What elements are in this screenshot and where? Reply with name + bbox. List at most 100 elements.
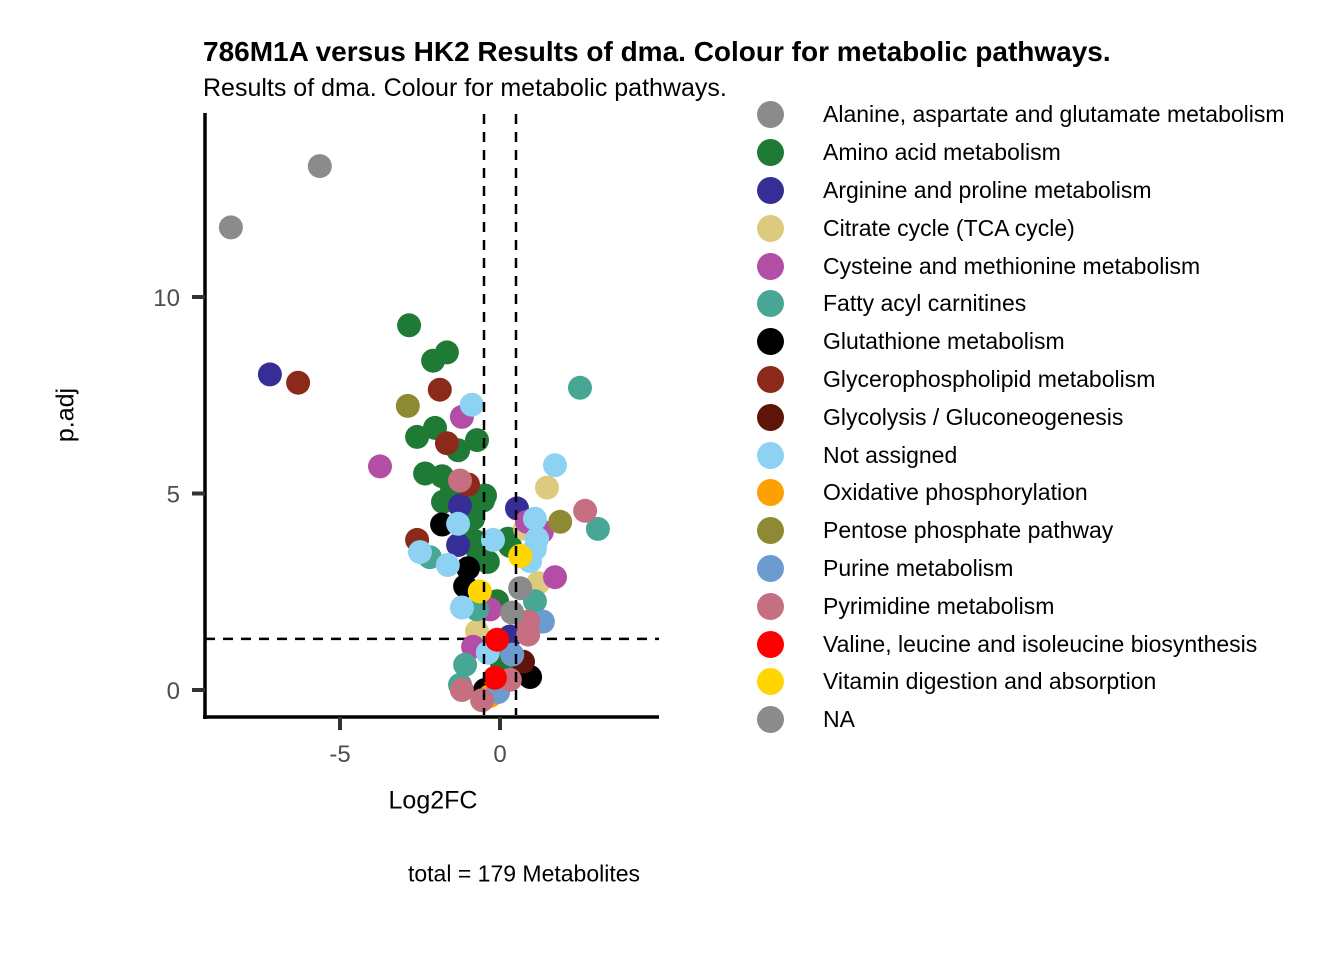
data-point [448,493,472,518]
legend-item: Oxidative phosphorylation [757,474,1285,512]
legend-color-dot [757,176,784,204]
legend-item-label: Not assigned [823,441,958,468]
data-point [508,576,533,601]
data-point [307,154,332,179]
legend-item-label: Valine, leucine and isoleucine biosynthe… [823,630,1258,657]
x-tick-label: 0 [493,741,506,768]
data-point [482,665,507,690]
data-point [481,527,505,552]
legend-item: Pyrimidine metabolism [757,587,1285,625]
legend-color-dot [757,403,784,431]
data-point [467,579,492,604]
legend-color-dot [757,517,784,545]
chart-title: 786M1A versus HK2 Results of dma. Colour… [203,36,1111,67]
data-point [543,453,567,478]
data-point [434,431,459,456]
data-point [448,468,472,493]
data-point [397,313,422,338]
data-point [446,511,471,536]
legend-color-dot [757,290,784,318]
data-point [435,553,460,577]
legend-item-label: Fatty acyl carnitines [823,290,1027,317]
y-tick-label: 10 [153,285,180,312]
legend-color-dot [757,668,784,696]
legend-item-label: Glutathione metabolism [823,328,1065,355]
data-point [449,595,474,620]
legend-item: Purine metabolism [757,550,1285,588]
data-point [257,362,282,387]
data-point [516,622,541,647]
data-point [470,688,495,713]
legend-item: Alanine, aspartate and glutamate metabol… [757,96,1285,134]
legend-item: Vitamin digestion and absorption [757,663,1285,701]
data-points [218,154,610,713]
legend-item-label: NA [823,706,855,733]
data-point [535,475,559,500]
legend-item: Valine, leucine and isoleucine biosynthe… [757,625,1285,663]
legend-color-dot [757,630,784,658]
data-point [286,370,311,395]
y-axis-title: p.adj [51,387,80,443]
legend-item: Glutathione metabolism [757,323,1285,361]
legend-item-label: Alanine, aspartate and glutamate metabol… [823,101,1285,128]
x-axis-title: Log2FC [388,786,478,815]
data-point [543,565,567,590]
volcano-plot: 0 5 10 -5 0 [153,113,659,768]
data-point [395,393,420,418]
data-point [427,377,452,402]
legend-item: Fatty acyl carnitines [757,285,1285,323]
legend-item-label: Purine metabolism [823,554,1014,581]
data-point [465,428,489,453]
data-point [405,424,430,449]
data-point [568,375,592,400]
y-tick-label: 5 [167,482,180,509]
data-point [446,533,471,557]
legend-color-dot [757,441,784,469]
legend-color-dot [757,101,784,129]
legend-item: Pentose phosphate pathway [757,512,1285,550]
y-tick-label: 0 [167,678,180,705]
data-point [522,506,547,531]
legend-item-label: Cysteine and methionine metabolism [823,252,1201,279]
legend: Alanine, aspartate and glutamate metabol… [757,96,1285,739]
legend-item: Glycolysis / Gluconeogenesis [757,398,1285,436]
data-point [508,544,533,568]
legend-item-label: Arginine and proline metabolism [823,176,1152,203]
axes: 0 5 10 -5 0 [153,113,659,768]
legend-color-dot [757,365,784,393]
legend-item: Amino acid metabolism [757,134,1285,172]
data-point [218,215,243,240]
legend-item-label: Vitamin digestion and absorption [823,668,1157,695]
plot-caption: total = 179 Metabolites [407,860,641,887]
legend-item-label: Glycolysis / Gluconeogenesis [823,403,1124,430]
legend-item-label: Pentose phosphate pathway [823,517,1114,544]
legend-color-dot [757,328,784,356]
legend-item: Cysteine and methionine metabolism [757,247,1285,285]
legend-item-label: Oxidative phosphorylation [823,479,1088,506]
data-point [449,678,474,702]
data-point [456,556,480,581]
legend-color-dot [757,706,784,734]
data-point [548,509,573,534]
legend-item: Glycerophospholipid metabolism [757,361,1285,399]
data-point [408,540,432,565]
chart-subtitle: Results of dma. Colour for metabolic pat… [203,74,727,102]
legend-item-label: Citrate cycle (TCA cycle) [823,214,1075,241]
data-point [434,340,459,365]
data-point [459,392,484,417]
x-tick-label: -5 [329,741,350,768]
legend-item: Arginine and proline metabolism [757,172,1285,210]
legend-color-dot [757,479,784,507]
data-point [368,454,392,479]
legend-item: Not assigned [757,436,1285,474]
legend-color-dot [757,592,784,620]
data-point [485,627,510,652]
legend-color-dot [757,139,784,167]
legend-item-label: Glycerophospholipid metabolism [823,365,1156,392]
legend-color-dot [757,214,784,242]
data-point [585,516,610,541]
legend-item-label: Pyrimidine metabolism [823,592,1055,619]
legend-item: NA [757,701,1285,739]
legend-item: Citrate cycle (TCA cycle) [757,209,1285,247]
legend-item-label: Amino acid metabolism [823,139,1061,166]
